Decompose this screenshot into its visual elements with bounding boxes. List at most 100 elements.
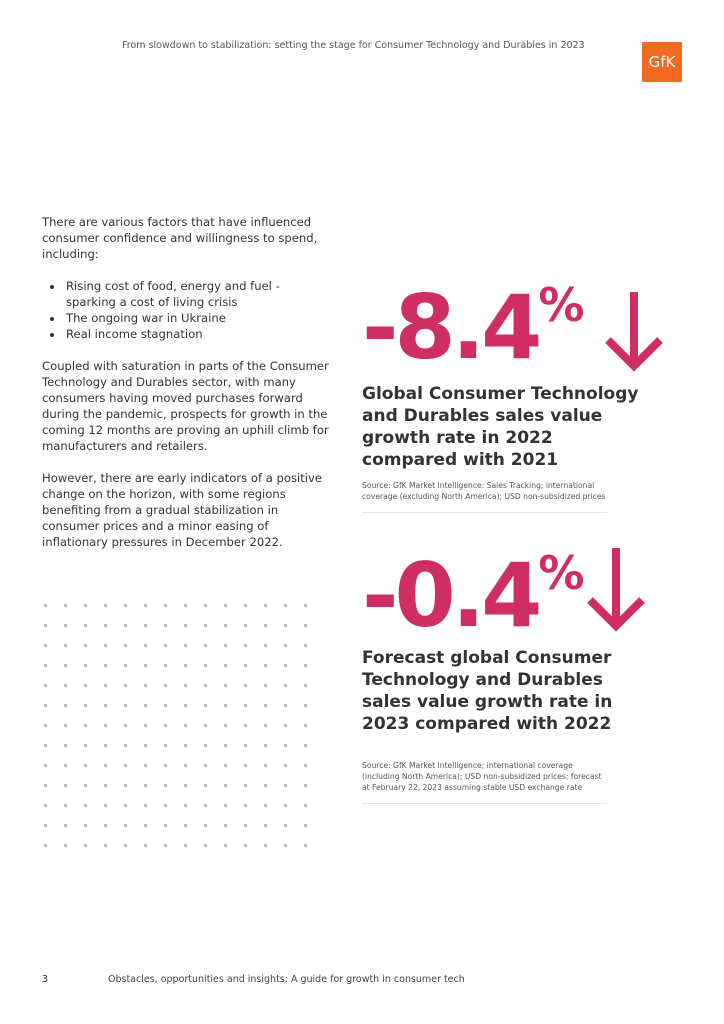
dot [124,704,127,707]
dot [124,784,127,787]
dot [84,684,87,687]
dot [64,764,67,767]
dot [164,824,167,827]
dot [304,624,307,627]
stat-source: Source: GfK Market Intelligence: Sales T… [362,480,607,513]
dot [204,784,207,787]
dot [304,664,307,667]
dot [224,724,227,727]
dot [144,644,147,647]
dot [104,604,107,607]
dot [204,604,207,607]
dot-pattern [44,604,307,847]
dot [164,804,167,807]
dot [144,684,147,687]
dot [304,684,307,687]
logo: GfK [642,42,682,82]
dot [284,664,287,667]
dot [44,824,47,827]
dot [264,624,267,627]
dot [104,704,107,707]
dot [144,824,147,827]
dot [124,824,127,827]
dot [44,624,47,627]
dot [304,604,307,607]
dot [184,724,187,727]
dot [44,724,47,727]
dot [204,764,207,767]
stat-unit: % [538,278,585,332]
paragraph: Coupled with saturation in parts of the … [42,359,329,453]
dot [64,804,67,807]
footer-title: Obstacles, opportunities and insights: A… [108,974,465,985]
dot [104,744,107,747]
dot [44,664,47,667]
dot [44,784,47,787]
dot [104,784,107,787]
dot [144,764,147,767]
dot [84,824,87,827]
dot [44,764,47,767]
dot [204,804,207,807]
dot [264,664,267,667]
dot [64,784,67,787]
dot [124,624,127,627]
stat-description: Forecast global Consumer Technology and … [362,648,613,734]
dot [244,704,247,707]
dot [44,704,47,707]
dot [284,844,287,847]
stat-number: -8.4 [362,276,542,379]
intro: There are various factors that have infl… [42,215,318,261]
bullet-list: Rising cost of food, energy and fuel - s… [42,278,332,342]
dot [44,684,47,687]
dot [284,604,287,607]
dot [164,744,167,747]
dot [284,644,287,647]
dot [144,624,147,627]
dot [124,764,127,767]
dot [224,764,227,767]
dot [164,684,167,687]
dot [204,684,207,687]
stat-description: Global Consumer Technology and Durables … [362,384,639,470]
dot [184,664,187,667]
header-title: From slowdown to stabilization: setting … [122,40,585,51]
dot [244,764,247,767]
dot [164,784,167,787]
dot [144,664,147,667]
bullet: Real income stagnation [64,326,332,342]
dot [304,724,307,727]
dot [264,844,267,847]
dot [284,724,287,727]
dot [184,764,187,767]
dot [44,604,47,607]
dot [144,604,147,607]
dot [64,664,67,667]
dot [244,684,247,687]
dot [144,844,147,847]
dot [164,844,167,847]
dot [84,784,87,787]
dot [84,644,87,647]
dot [104,664,107,667]
dot [164,604,167,607]
dot [124,664,127,667]
dot [224,804,227,807]
dot [224,744,227,747]
dot [84,624,87,627]
dot [224,604,227,607]
dot [264,824,267,827]
dot [304,804,307,807]
dot [184,644,187,647]
dot [84,664,87,667]
dot [264,724,267,727]
dot [64,704,67,707]
dot [204,824,207,827]
dot [304,644,307,647]
dot [244,824,247,827]
dot [304,844,307,847]
dot [104,764,107,767]
dot [64,604,67,607]
dot [44,744,47,747]
